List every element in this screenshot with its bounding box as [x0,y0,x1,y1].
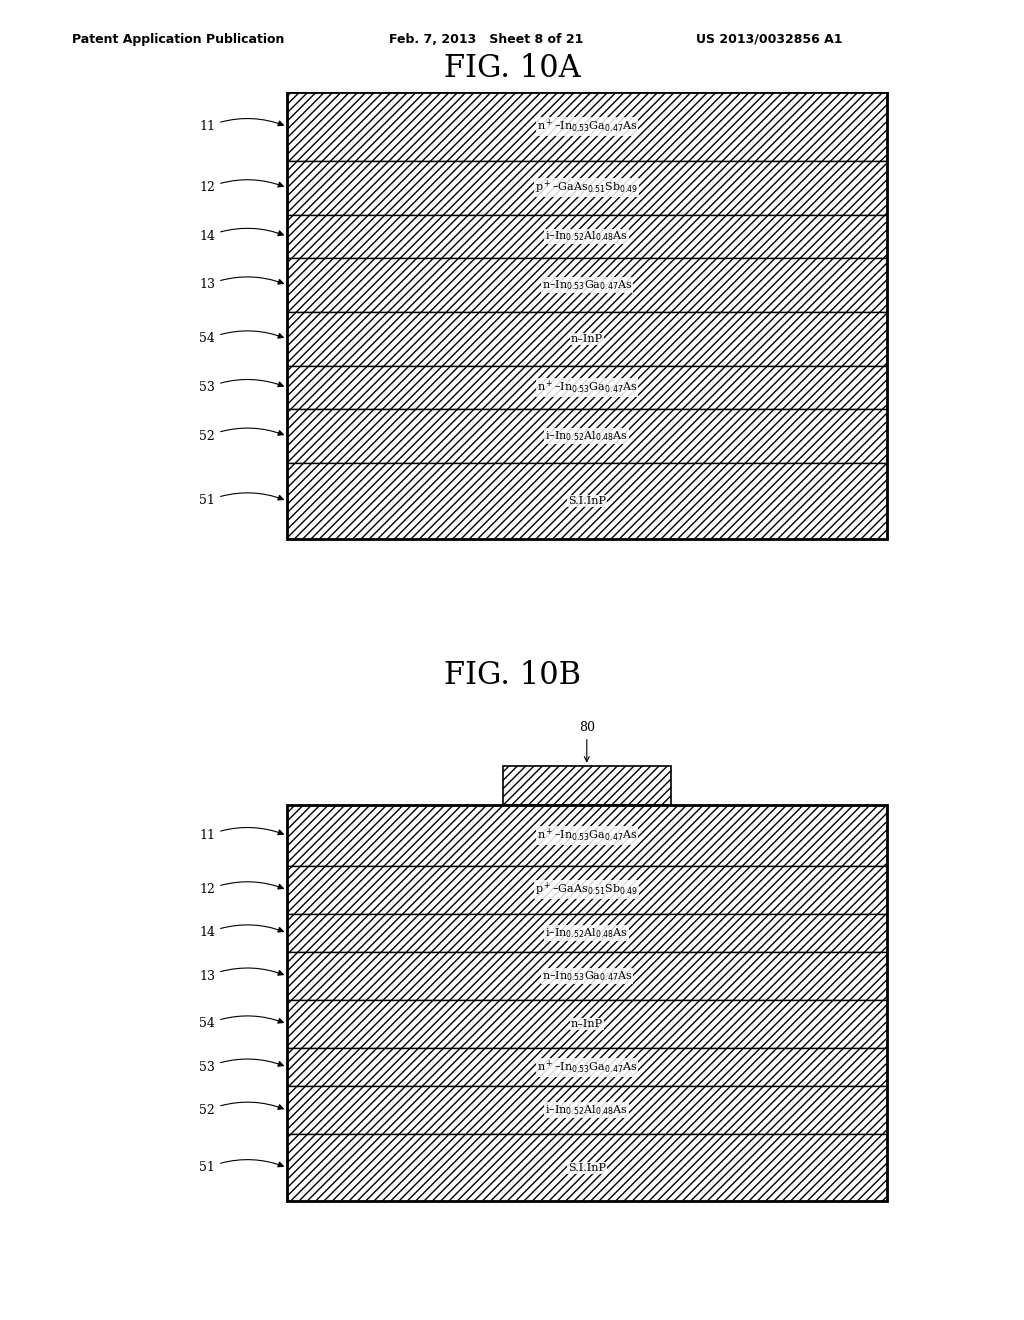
Text: n$^+$–In$_{0.53}$Ga$_{0.47}$As: n$^+$–In$_{0.53}$Ga$_{0.47}$As [537,1059,637,1076]
Bar [503,766,671,805]
Text: n–In$_{0.53}$Ga$_{0.47}$As: n–In$_{0.53}$Ga$_{0.47}$As [542,279,632,292]
Bar [287,1086,887,1134]
Text: 13: 13 [199,968,284,982]
Text: 11: 11 [199,119,284,133]
Bar [287,913,887,952]
Text: S.I.InP: S.I.InP [567,1163,606,1172]
Text: n–InP: n–InP [570,1019,603,1030]
Text: 12: 12 [200,882,284,896]
Text: 14: 14 [199,228,284,243]
Text: n$^+$–In$_{0.53}$Ga$_{0.47}$As: n$^+$–In$_{0.53}$Ga$_{0.47}$As [537,379,637,396]
Text: p$^+$–GaAs$_{0.51}$Sb$_{0.49}$: p$^+$–GaAs$_{0.51}$Sb$_{0.49}$ [536,180,638,197]
Bar [287,257,887,312]
Bar [287,866,887,913]
Bar [287,1134,887,1201]
Bar [287,952,887,1001]
Bar [287,92,887,539]
Text: Patent Application Publication: Patent Application Publication [72,33,284,46]
Bar [287,805,887,1201]
Bar [287,92,887,161]
Text: 53: 53 [200,1059,284,1073]
Text: 11: 11 [199,828,284,842]
Text: 80: 80 [579,721,595,762]
Text: S.I.InP: S.I.InP [567,496,606,506]
Text: i–In$_{0.52}$Al$_{0.48}$As: i–In$_{0.52}$Al$_{0.48}$As [546,429,629,444]
Bar [287,409,887,463]
Text: FIG. 10B: FIG. 10B [443,660,581,690]
Bar [287,366,887,409]
Bar [287,463,887,539]
Text: n$^+$–In$_{0.53}$Ga$_{0.47}$As: n$^+$–In$_{0.53}$Ga$_{0.47}$As [537,117,637,135]
Text: n–InP: n–InP [570,334,603,345]
Text: 54: 54 [200,331,284,346]
Text: p$^+$–GaAs$_{0.51}$Sb$_{0.49}$: p$^+$–GaAs$_{0.51}$Sb$_{0.49}$ [536,882,638,899]
Text: n–In$_{0.53}$Ga$_{0.47}$As: n–In$_{0.53}$Ga$_{0.47}$As [542,969,632,983]
Bar [287,1001,887,1048]
Text: 14: 14 [199,925,284,940]
Text: 12: 12 [200,180,284,194]
Bar [287,215,887,257]
Text: US 2013/0032856 A1: US 2013/0032856 A1 [696,33,843,46]
Text: 13: 13 [199,277,284,292]
Text: 52: 52 [200,428,284,442]
Text: 53: 53 [200,379,284,395]
Text: FIG. 10A: FIG. 10A [443,53,581,83]
Text: 52: 52 [200,1102,284,1117]
Text: Feb. 7, 2013   Sheet 8 of 21: Feb. 7, 2013 Sheet 8 of 21 [389,33,584,46]
Text: i–In$_{0.52}$Al$_{0.48}$As: i–In$_{0.52}$Al$_{0.48}$As [546,1104,629,1117]
Text: i–In$_{0.52}$Al$_{0.48}$As: i–In$_{0.52}$Al$_{0.48}$As [546,230,629,243]
Text: n$^+$–In$_{0.53}$Ga$_{0.47}$As: n$^+$–In$_{0.53}$Ga$_{0.47}$As [537,828,637,843]
Text: 51: 51 [200,1159,284,1175]
Text: 51: 51 [200,492,284,507]
Bar [287,1048,887,1086]
Bar [287,312,887,366]
Text: i–In$_{0.52}$Al$_{0.48}$As: i–In$_{0.52}$Al$_{0.48}$As [546,927,629,940]
Bar [287,161,887,215]
Bar [287,805,887,866]
Text: 54: 54 [200,1016,284,1031]
